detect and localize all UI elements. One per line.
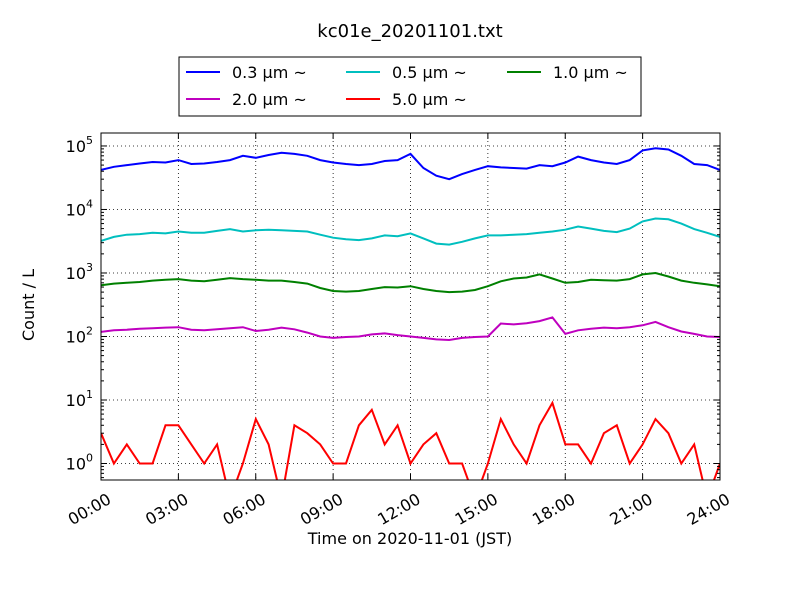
legend-label: 1.0 μm ~ bbox=[553, 63, 628, 82]
y-tick-label: 102 bbox=[66, 324, 93, 346]
y-tick-label: 100 bbox=[66, 452, 93, 474]
legend-label: 0.3 μm ~ bbox=[232, 63, 307, 82]
y-axis-label: Count / L bbox=[19, 269, 38, 341]
legend: 0.3 μm ~ 0.5 μm ~ 1.0 μm ~ 2.0 μm ~ 5.0 μm ~ bbox=[178, 56, 642, 117]
y-tick-label: 104 bbox=[66, 197, 93, 219]
x-axis-label: Time on 2020-11-01 (JST) bbox=[307, 529, 512, 548]
legend-label: 5.0 μm ~ bbox=[392, 90, 467, 109]
legend-label: 2.0 μm ~ bbox=[232, 90, 307, 109]
series-line bbox=[101, 400, 720, 480]
legend-box bbox=[178, 56, 642, 117]
legend-label: 0.5 μm ~ bbox=[392, 63, 467, 82]
y-tick-label: 105 bbox=[66, 134, 93, 156]
y-tick-label: 101 bbox=[66, 388, 93, 410]
y-tick-label: 103 bbox=[66, 261, 93, 283]
series-line bbox=[101, 271, 720, 294]
series-layer bbox=[101, 147, 720, 480]
chart-title: kc01e_20201101.txt bbox=[317, 21, 502, 42]
series-line bbox=[101, 147, 720, 181]
series-line bbox=[101, 217, 720, 246]
series-line bbox=[101, 316, 720, 342]
